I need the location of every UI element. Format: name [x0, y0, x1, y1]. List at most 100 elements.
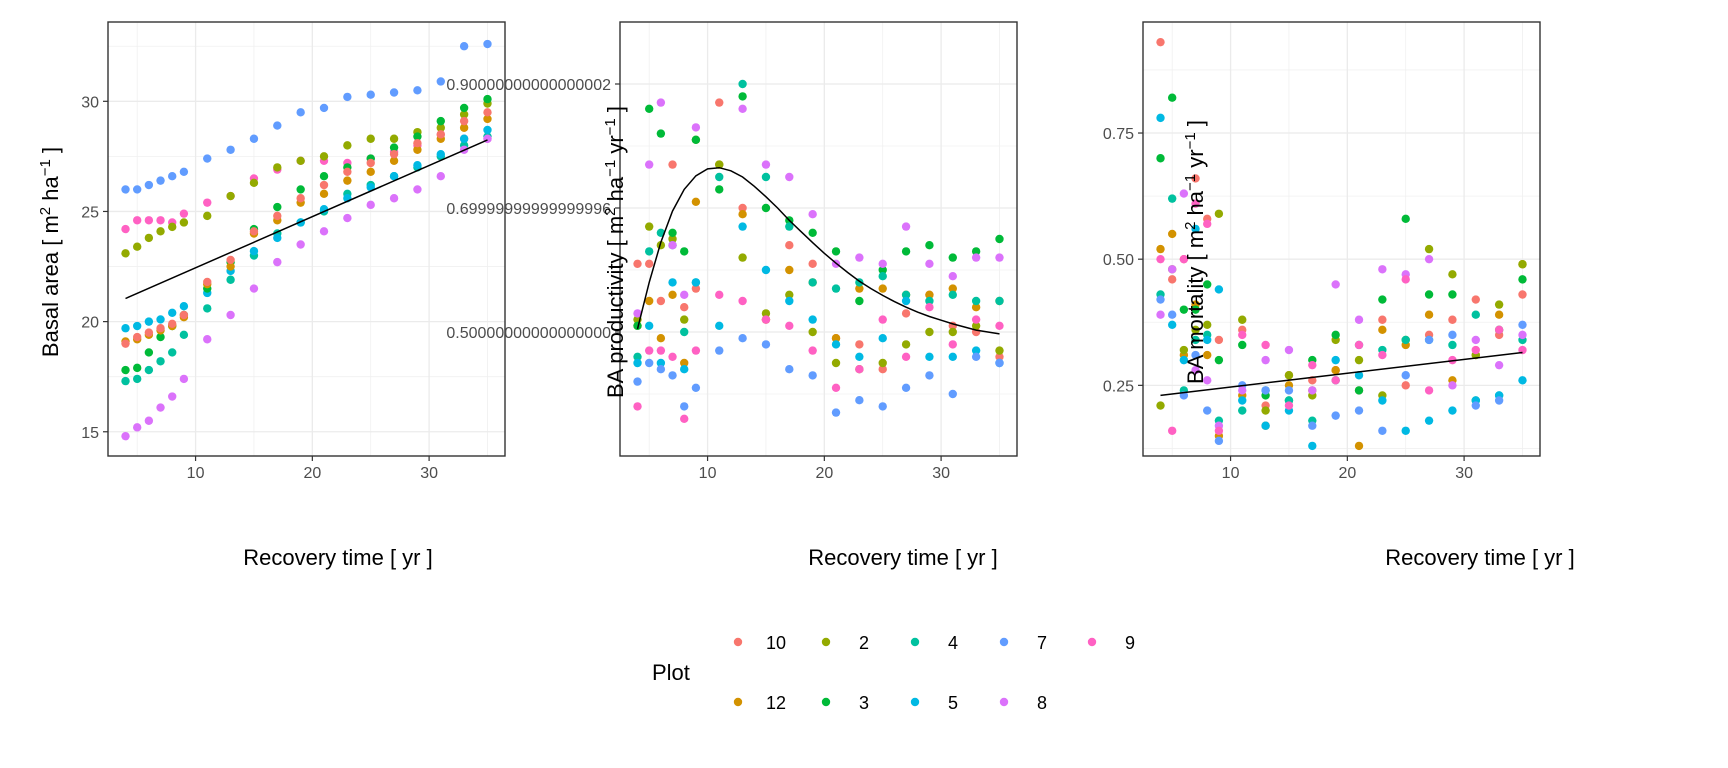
- data-point-plot-9: [1471, 345, 1480, 355]
- legend-label-plot-8: 8: [1037, 693, 1047, 713]
- data-point-plot-5: [808, 315, 817, 324]
- data-point-plot-2: [761, 309, 771, 318]
- data-point-plot-8: [1448, 381, 1457, 390]
- y-tick-label: 0.50000000000000000: [446, 325, 611, 342]
- data-point-plot-7: [1424, 335, 1434, 345]
- data-point-plot-8: [1284, 345, 1294, 355]
- data-point-plot-4: [761, 172, 771, 182]
- legend-label-plot-4: 4: [948, 633, 958, 653]
- data-point-plot-8: [1331, 280, 1340, 289]
- data-point-plot-7: [389, 88, 399, 97]
- data-point-plot-3: [878, 265, 887, 275]
- data-point-plot-3: [855, 296, 864, 306]
- data-point-plot-5: [179, 301, 189, 311]
- y-tick-label: 30: [81, 94, 99, 111]
- data-point-plot-4: [132, 374, 142, 384]
- data-point-plot-10: [668, 160, 677, 169]
- data-point-plot-5: [459, 134, 469, 143]
- data-point-plot-4: [1401, 335, 1410, 345]
- data-point-plot-7: [168, 172, 177, 181]
- data-point-plot-10: [656, 296, 666, 306]
- data-point-plot-7: [203, 154, 212, 163]
- data-point-plot-10: [901, 309, 911, 318]
- data-point-plot-8: [1378, 265, 1387, 274]
- legend-key-plot-9: [1087, 637, 1097, 647]
- data-point-plot-10: [459, 116, 469, 126]
- data-point-plot-7: [1214, 436, 1224, 446]
- data-point-plot-12: [226, 262, 235, 271]
- data-point-plot-2: [1518, 260, 1527, 269]
- data-point-plot-5: [855, 352, 864, 361]
- data-point-plot-9: [715, 290, 724, 299]
- data-point-plot-3: [738, 92, 747, 101]
- x-tick-label: 10: [187, 465, 205, 482]
- data-point-plot-2: [144, 233, 154, 243]
- x-tick-label: 20: [303, 465, 321, 482]
- ba-productivity-panel: 10 20 30 0.50000000000000000 0.6999999999999…: [446, 21, 1018, 482]
- x-tick-label: 10: [699, 465, 717, 482]
- data-point-plot-9: [971, 315, 981, 324]
- legend-key-plot-4: [910, 637, 920, 647]
- data-point-plot-10: [691, 284, 701, 293]
- data-point-plot-8: [343, 213, 352, 223]
- data-point-plot-12: [656, 334, 666, 343]
- data-point-plot-7: [249, 134, 259, 143]
- data-point-plot-8: [168, 392, 177, 401]
- data-point-plot-7: [855, 396, 864, 405]
- data-point-plot-8: [901, 222, 911, 231]
- data-point-plot-9: [1354, 340, 1364, 350]
- data-point-plot-10: [855, 340, 864, 349]
- data-point-plot-3: [1448, 290, 1457, 299]
- data-point-plot-7: [925, 371, 934, 380]
- data-point-plot-8: [296, 240, 305, 249]
- data-point-plot-4: [121, 376, 130, 386]
- data-point-plot-5: [1203, 335, 1212, 345]
- data-point-plot-5: [971, 346, 981, 355]
- plot-background: [108, 22, 505, 456]
- trend-line: [636, 166, 1000, 335]
- data-point-plot-10: [995, 352, 1004, 361]
- data-point-plot-7: [1401, 371, 1410, 380]
- panel-border: [619, 21, 1018, 457]
- data-point-plot-3: [121, 365, 130, 375]
- data-point-plot-12: [1354, 441, 1364, 451]
- data-point-plot-10: [644, 259, 654, 268]
- data-point-plot-2: [901, 340, 911, 349]
- data-point-plot-8: [1518, 330, 1527, 340]
- data-point-plot-2: [948, 327, 957, 337]
- data-point-plot-9: [1214, 426, 1224, 435]
- data-point-plot-2: [121, 249, 130, 258]
- data-point-plot-2: [343, 141, 352, 150]
- data-point-plot-4: [168, 348, 177, 357]
- data-point-plot-5: [948, 352, 957, 361]
- data-point-plot-10: [168, 319, 177, 329]
- data-point-plot-3: [413, 132, 422, 141]
- data-point-plot-12: [1167, 229, 1177, 239]
- data-point-plot-12: [680, 358, 689, 368]
- data-point-plot-12: [691, 197, 701, 206]
- data-point-plot-2: [785, 290, 794, 299]
- data-point-plot-9: [901, 352, 911, 361]
- data-point-plot-2: [831, 358, 841, 368]
- data-point-plot-5: [389, 172, 399, 181]
- data-point-plot-5: [144, 317, 154, 326]
- data-point-plot-12: [366, 167, 375, 177]
- data-point-plot-2: [203, 211, 212, 221]
- data-point-plot-9: [668, 352, 677, 361]
- data-point-plot-12: [855, 284, 864, 293]
- data-point-plot-9: [633, 402, 642, 411]
- data-point-plot-3: [1518, 275, 1527, 284]
- data-point-plot-8: [436, 172, 445, 181]
- legend-key-plot-10: [733, 637, 743, 647]
- basal-area-panel: 10 20 30 15 20 25 30: [81, 21, 506, 482]
- data-point-plot-10: [273, 211, 282, 221]
- data-point-plot-9: [1424, 386, 1434, 395]
- data-point-plot-7: [1203, 406, 1212, 415]
- data-point-plot-8: [680, 290, 689, 299]
- data-point-plot-8: [1424, 254, 1434, 264]
- data-point-plot-4: [1448, 340, 1457, 350]
- data-point-plot-8: [144, 416, 154, 425]
- data-point-plot-2: [1238, 315, 1247, 324]
- data-point-plot-9: [738, 296, 747, 306]
